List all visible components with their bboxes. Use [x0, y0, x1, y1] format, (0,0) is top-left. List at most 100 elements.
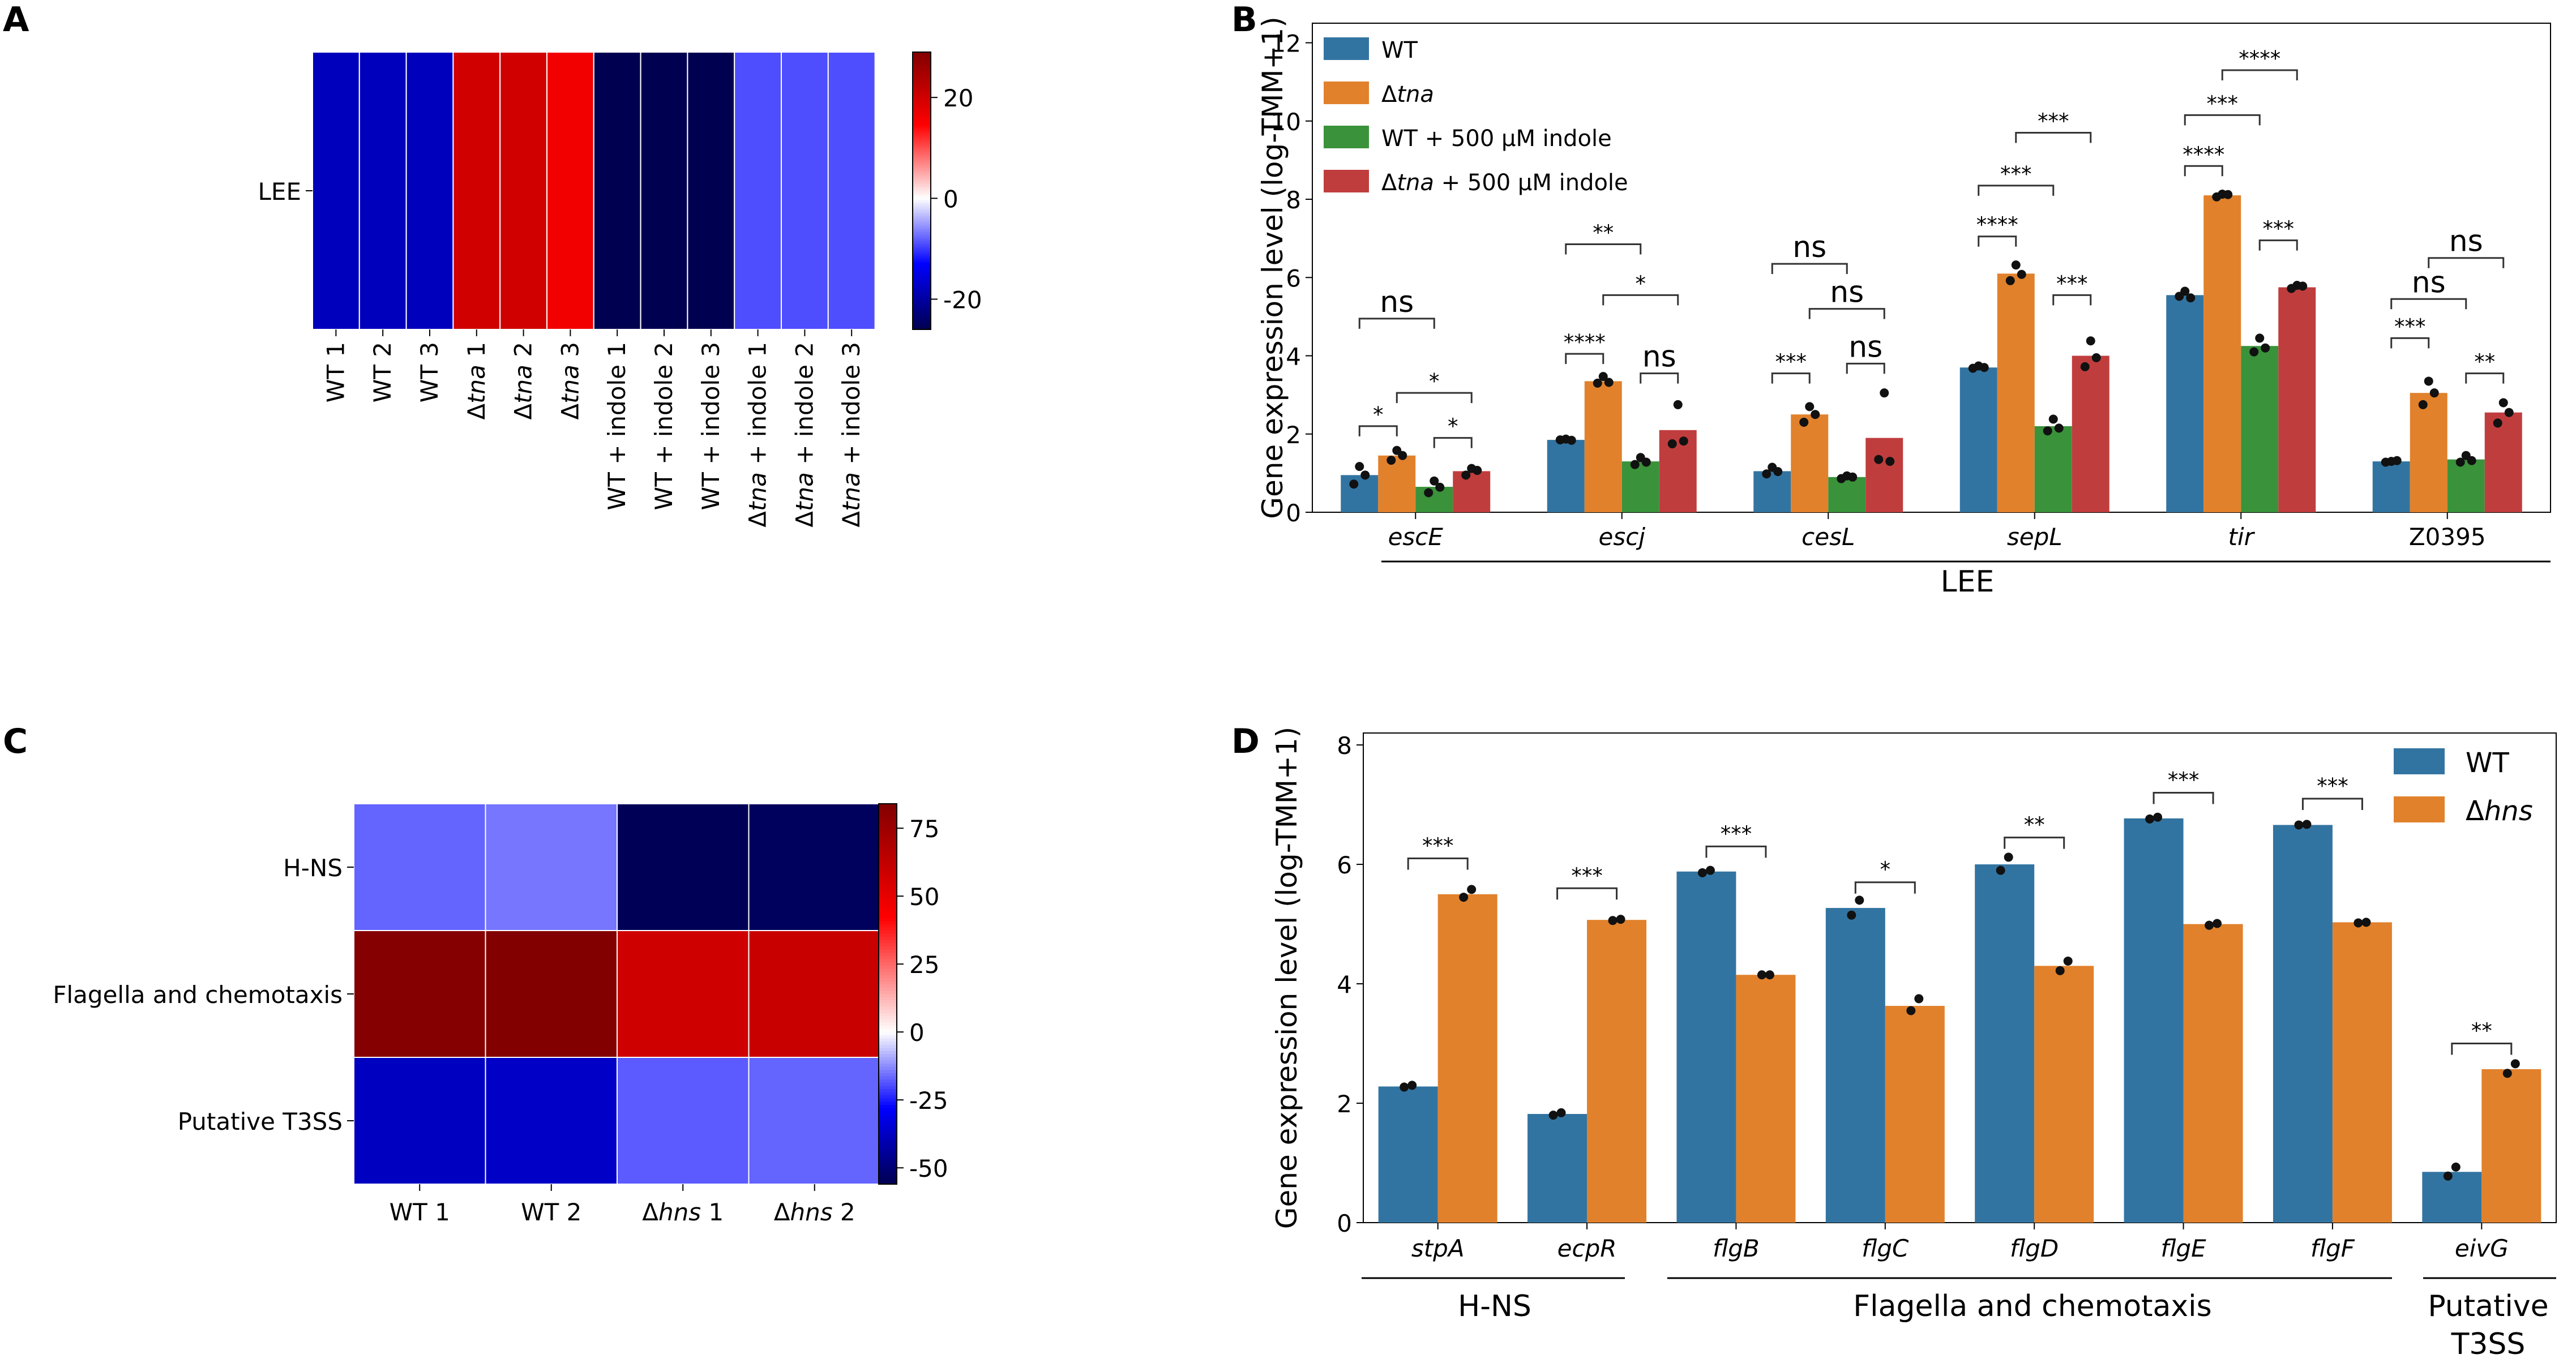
colorbar-c-gradient-step — [879, 1127, 897, 1131]
colorbar-a-tick-label: 20 — [943, 84, 973, 112]
colorbar-a-gradient-step — [913, 225, 931, 229]
colorbar-a-gradient-step — [913, 135, 931, 139]
plot-d-frame — [1363, 732, 2557, 1223]
plot-b-point — [1398, 451, 1407, 460]
colorbar-c-gradient-step — [879, 1139, 897, 1144]
colorbar-c-gradient-step — [879, 1057, 897, 1061]
heatmap-a-col-label-part: 2 — [369, 342, 396, 365]
colorbar-a-gradient-step — [913, 63, 931, 67]
heatmap-a-row-label: LEE — [258, 178, 301, 205]
colorbar-a-gradient-step — [913, 202, 931, 205]
plot-b-sig-label: ns — [1642, 340, 1676, 374]
plot-b-bar — [1621, 461, 1659, 512]
plot-b-ytick-label: 10 — [1271, 108, 1301, 136]
colorbar-a-gradient-step — [913, 308, 931, 312]
colorbar-a-gradient-step — [913, 271, 931, 275]
plot-b-bar — [2072, 355, 2109, 512]
plot-b-group-label: LEE — [1941, 565, 1995, 599]
colorbar-c-gradient-step — [879, 971, 897, 976]
plot-d-point — [1855, 895, 1864, 905]
colorbar-a-gradient-step — [913, 98, 931, 101]
plot-b-legend-label-part: Δ — [1381, 170, 1397, 196]
plot-b-sig-bracket — [1565, 353, 1604, 365]
colorbar-c-gradient-step — [879, 962, 897, 966]
colorbar-c-gradient-step — [879, 1022, 897, 1026]
plot-d-point — [1556, 1108, 1566, 1117]
colorbar-a-gradient-step — [913, 138, 931, 141]
colorbar-a-gradient-step — [913, 228, 931, 231]
colorbar-a-gradient-step — [913, 306, 931, 310]
plot-b-point — [1435, 482, 1445, 492]
colorbar-c-gradient-step — [879, 870, 897, 875]
colorbar-c-gradient-step — [879, 1070, 897, 1074]
colorbar-c-gradient-step — [879, 813, 897, 817]
plot-b-point — [2261, 343, 2270, 353]
plot-b-sig-label: **** — [2183, 142, 2224, 166]
heatmap-c-cell — [485, 930, 618, 1058]
heatmap-c-row-label: H-NS — [283, 854, 343, 882]
plot-b-point — [1424, 488, 1434, 498]
colorbar-c-gradient-step — [879, 927, 897, 931]
colorbar-a-gradient-step — [913, 255, 931, 259]
colorbar-a-gradient-step — [913, 248, 931, 252]
plot-b-point — [1773, 467, 1783, 477]
colorbar-a-gradient-step — [913, 276, 931, 280]
colorbar-c-tick-label: 0 — [909, 1019, 925, 1047]
colorbar-c-gradient-step — [879, 892, 897, 897]
heatmap-a-col-label-part: tna — [463, 365, 490, 404]
plot-b-point — [1567, 435, 1576, 445]
colorbar-a-gradient-step — [913, 117, 931, 120]
plot-d-sig-bracket — [2004, 837, 2065, 849]
plot-b-bar — [1584, 381, 1622, 512]
plot-b-sig-bracket — [2052, 294, 2092, 306]
plot-d-xtick-label: flgC — [1862, 1235, 1909, 1262]
plot-b-point — [1880, 388, 1889, 398]
colorbar-a-gradient-step — [913, 102, 931, 106]
plot-b-sig-bracket — [2184, 165, 2223, 177]
colorbar-a-gradient-step — [913, 237, 931, 240]
colorbar-a-gradient-step — [913, 57, 931, 60]
colorbar-c-gradient-step — [879, 1155, 897, 1160]
colorbar-c-gradient-step — [879, 1073, 897, 1077]
plot-d-point — [2145, 814, 2155, 824]
plot-b-point — [1355, 462, 1364, 472]
heatmap-a-col-label-part: tna — [744, 472, 772, 511]
colorbar-a-tick-label: -20 — [943, 286, 982, 314]
heatmap-c-row-label: Flagella and chemotaxis — [53, 981, 343, 1009]
colorbar-a-gradient-step — [913, 72, 931, 76]
plot-b-legend-label: WT — [1381, 37, 1418, 63]
heatmap-a-cell — [593, 52, 641, 330]
colorbar-c-gradient-step — [879, 858, 897, 861]
colorbar-a-frame — [912, 52, 931, 330]
colorbar-c-gradient-step — [879, 883, 897, 887]
colorbar-c-gradient-step — [879, 1044, 897, 1049]
heatmap-a-col-label-part: Δ — [790, 511, 818, 528]
colorbar-c-gradient-step — [879, 1079, 897, 1083]
plot-d-legend-label-part: Δ — [2466, 795, 2484, 827]
colorbar-c-gradient-step — [879, 873, 897, 877]
plot-d-sig-bracket — [1705, 845, 1767, 858]
colorbar-c-gradient-step — [879, 1038, 897, 1042]
colorbar-c-gradient-step — [879, 1124, 897, 1128]
colorbar-a-gradient-step — [913, 320, 931, 323]
plot-b-xtick-label: tir — [2228, 523, 2256, 551]
colorbar-a-gradient-step — [913, 140, 931, 143]
plot-d-point — [1407, 1081, 1417, 1090]
plot-d-bar — [2034, 966, 2094, 1223]
heatmap-a-cell — [734, 52, 782, 330]
plot-b-bar — [1659, 430, 1697, 512]
colorbar-a-gradient-step — [913, 54, 931, 58]
plot-b-xtick-label: cesL — [1802, 523, 1855, 551]
colorbar-c-tick-label: 25 — [909, 951, 939, 979]
colorbar-a-gradient-step — [913, 290, 931, 293]
colorbar-c-gradient-step — [879, 1092, 897, 1096]
plot-b-point — [2054, 423, 2064, 433]
colorbar-a-gradient-step — [913, 281, 931, 284]
plot-b-point — [2498, 398, 2508, 408]
plot-d-bar — [1378, 1086, 1438, 1223]
plot-b-sig-label: ** — [1593, 221, 1614, 245]
plot-b-sig-label: **** — [2239, 46, 2280, 71]
heatmap-c-col-label: Δhns 1 — [642, 1198, 724, 1226]
plot-b-bar — [2241, 346, 2279, 512]
plot-b-bar — [1997, 273, 2035, 512]
